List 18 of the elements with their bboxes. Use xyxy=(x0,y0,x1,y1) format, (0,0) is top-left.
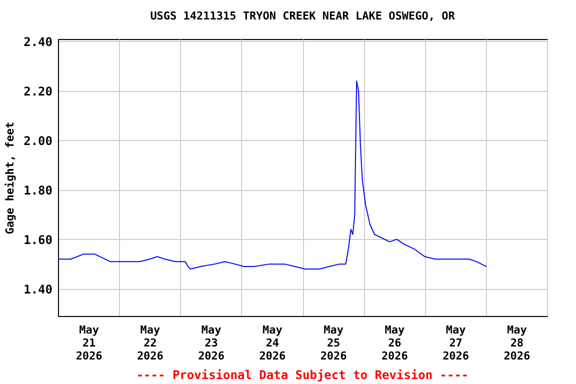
x-tick-label: May 21 2026 xyxy=(76,324,103,362)
x-tick-label: May 25 2026 xyxy=(320,324,348,362)
x-tick-label: May 27 2026 xyxy=(442,324,470,362)
line-series xyxy=(58,80,488,270)
y-axis-title: Gage height, feet xyxy=(4,122,17,234)
y-tick-label: 1.80 xyxy=(24,183,52,198)
y-tick-label: 1.40 xyxy=(24,282,52,296)
x-tick-label: May 24 2026 xyxy=(259,324,286,362)
y-tick-label: 1.60 xyxy=(24,232,52,247)
y-tick-label: 2.40 xyxy=(24,34,52,49)
y-tick-label: 2.00 xyxy=(24,134,52,148)
y-tick-label: 2.20 xyxy=(24,84,52,98)
x-tick-label: May 26 2026 xyxy=(381,324,408,362)
chart-title: USGS 14211315 TRYON CREEK NEAR LAKE OSWEGO, OR xyxy=(150,9,456,22)
text: ---- Provisional Data Subject to Revision ---- xyxy=(136,368,469,382)
x-tick-label: May 23 2026 xyxy=(198,324,225,362)
x-tick-label: May 22 2026 xyxy=(136,324,164,362)
x-tick-label: May 28 2026 xyxy=(504,324,531,362)
